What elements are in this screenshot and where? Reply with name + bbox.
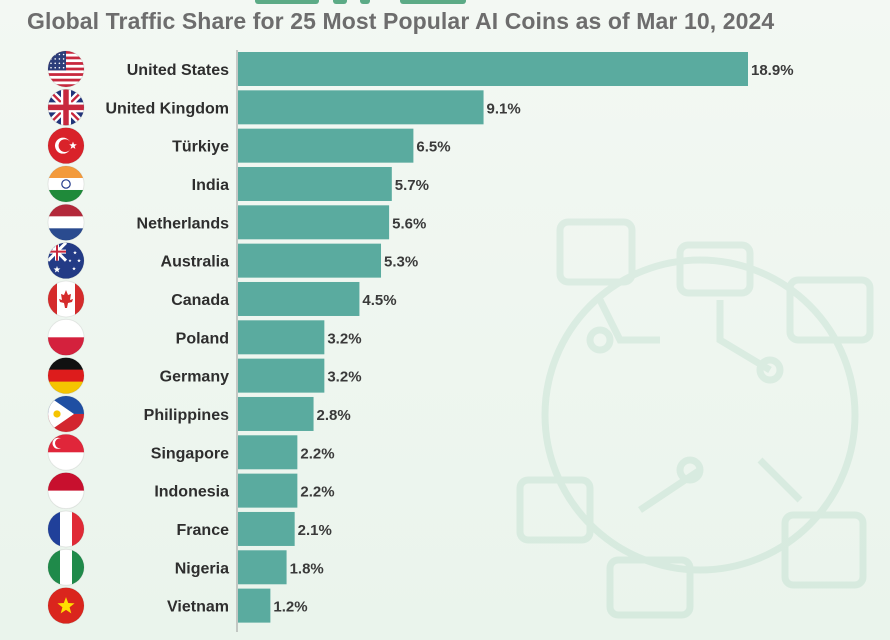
value-label: 4.5% — [362, 292, 396, 309]
vietnam-flag-icon — [47, 587, 85, 625]
category-label: Nigeria — [175, 560, 229, 577]
chart-title: Global Traffic Share for 25 Most Popular… — [27, 8, 775, 34]
bar — [238, 396, 314, 431]
category-label: France — [177, 522, 230, 539]
value-label: 2.1% — [298, 522, 332, 539]
value-label: 3.2% — [327, 369, 361, 386]
germany-flag-icon — [47, 357, 85, 395]
value-label: 6.5% — [416, 139, 450, 156]
value-label: 5.3% — [384, 254, 418, 271]
uk-flag-icon — [47, 88, 85, 126]
poland-flag-icon — [47, 318, 85, 356]
category-label: Germany — [160, 369, 229, 386]
bar — [238, 358, 325, 393]
background-decoration — [516, 218, 874, 619]
bar — [238, 243, 382, 278]
bar — [238, 320, 325, 355]
category-label: Canada — [171, 292, 229, 309]
value-label: 1.8% — [290, 560, 324, 577]
value-label: 2.8% — [317, 407, 351, 424]
us-flag-icon — [47, 50, 85, 88]
bar — [238, 205, 390, 240]
category-label: India — [192, 177, 229, 194]
category-label: Indonesia — [154, 484, 229, 501]
value-label: 1.2% — [273, 599, 307, 616]
category-label: Poland — [176, 330, 229, 347]
philippines-flag-icon — [47, 395, 85, 433]
category-label: Philippines — [144, 407, 229, 424]
category-label: United States — [127, 62, 229, 79]
bar — [238, 90, 484, 125]
australia-flag-icon — [47, 242, 85, 280]
value-label: 2.2% — [300, 484, 334, 501]
category-label: United Kingdom — [105, 100, 229, 117]
nigeria-flag-icon — [47, 548, 85, 586]
header-accent-strip — [0, 0, 890, 6]
category-label: Australia — [161, 254, 230, 271]
value-label: 9.1% — [487, 100, 521, 117]
bar — [238, 511, 295, 546]
value-label: 5.6% — [392, 215, 426, 232]
turkiye-flag-icon — [47, 127, 85, 165]
bar — [238, 588, 271, 623]
category-label: Vietnam — [167, 599, 229, 616]
bar — [238, 281, 360, 316]
category-label: Singapore — [151, 445, 229, 462]
bar — [238, 435, 298, 470]
bar — [238, 128, 414, 163]
bar — [238, 550, 287, 585]
category-label: Netherlands — [137, 215, 230, 232]
bar — [238, 52, 748, 86]
france-flag-icon — [47, 510, 85, 548]
india-flag-icon — [47, 165, 85, 203]
indonesia-flag-icon — [47, 472, 85, 510]
bar — [238, 473, 298, 508]
canada-flag-icon — [47, 280, 85, 318]
value-label: 18.9% — [751, 62, 794, 79]
value-label: 5.7% — [395, 177, 429, 194]
singapore-flag-icon — [47, 433, 85, 471]
value-label: 2.2% — [300, 445, 334, 462]
netherlands-flag-icon — [47, 203, 85, 241]
bar — [238, 166, 392, 201]
category-label: Türkiye — [172, 139, 229, 156]
value-label: 3.2% — [327, 330, 361, 347]
